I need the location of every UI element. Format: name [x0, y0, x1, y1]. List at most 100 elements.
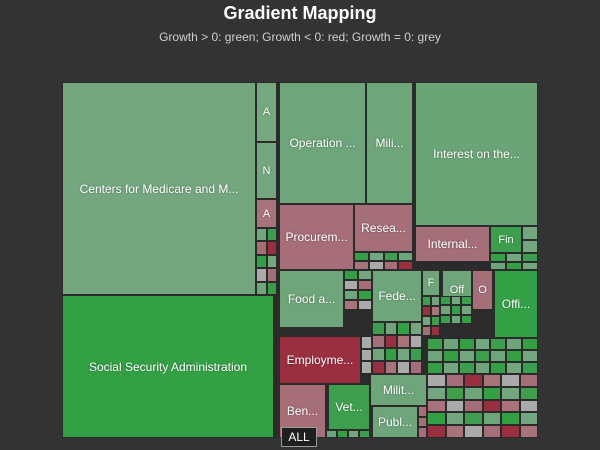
treemap-tile-small[interactable] [427, 425, 446, 438]
treemap-tile-small[interactable] [384, 335, 397, 348]
treemap-tile-small[interactable] [368, 261, 384, 270]
treemap-tile-small[interactable] [422, 306, 431, 316]
treemap-tile-small[interactable] [418, 406, 427, 417]
treemap-tile-small[interactable] [506, 261, 522, 270]
treemap-tile[interactable]: A [256, 199, 277, 228]
treemap-tile-small[interactable] [431, 296, 440, 306]
treemap-tile-small[interactable] [409, 322, 422, 335]
treemap-tile-small[interactable] [522, 362, 538, 374]
treemap-tile-small[interactable] [482, 374, 501, 387]
treemap-tile-small[interactable] [431, 326, 440, 336]
treemap-tile-small[interactable] [358, 270, 372, 280]
treemap-tile-small[interactable] [384, 348, 397, 361]
treemap-tile-small[interactable] [519, 412, 538, 426]
treemap-tile-small[interactable] [464, 399, 483, 413]
all-button[interactable]: ALL [281, 427, 317, 447]
treemap-tile-small[interactable] [474, 350, 491, 362]
treemap-tile-small[interactable] [422, 326, 431, 336]
treemap-tile-small[interactable] [445, 399, 464, 413]
treemap-tile-small[interactable] [458, 362, 475, 374]
treemap-tile-small[interactable] [427, 362, 443, 374]
treemap-tile-small[interactable] [519, 399, 538, 413]
treemap-tile[interactable]: F [422, 270, 440, 296]
treemap-tile-small[interactable] [474, 362, 491, 374]
treemap-tile-small[interactable] [422, 316, 431, 326]
treemap-tile-small[interactable] [490, 261, 506, 270]
treemap-tile-small[interactable] [445, 374, 464, 387]
treemap-tile[interactable]: Fin [490, 226, 522, 253]
treemap-tile-small[interactable] [482, 386, 501, 400]
treemap-tile[interactable]: Interest on the... [415, 82, 538, 226]
treemap-tile-small[interactable] [348, 430, 359, 438]
treemap-tile-small[interactable] [522, 239, 538, 253]
treemap-tile-small[interactable] [418, 427, 427, 438]
treemap-tile-small[interactable] [344, 280, 358, 290]
treemap-tile[interactable]: Internal... [415, 226, 490, 262]
treemap-tile-small[interactable] [431, 306, 440, 316]
treemap-tile-small[interactable] [474, 338, 491, 350]
treemap-tile[interactable]: O [472, 270, 493, 310]
treemap-tile-small[interactable] [409, 361, 422, 374]
treemap-tile-small[interactable] [256, 268, 267, 282]
treemap-tile-small[interactable] [384, 322, 397, 335]
treemap-tile-small[interactable] [358, 290, 372, 300]
treemap-tile-small[interactable] [344, 300, 358, 310]
treemap-tile-small[interactable] [383, 261, 399, 270]
treemap-tile-small[interactable] [427, 338, 443, 350]
treemap-tile-small[interactable] [482, 399, 501, 413]
treemap-tile-small[interactable] [440, 296, 451, 306]
treemap-tile-small[interactable] [266, 268, 277, 282]
treemap-tile-small[interactable] [522, 253, 538, 262]
treemap-tile-small[interactable] [256, 281, 267, 295]
treemap-tile[interactable]: Resea... [354, 204, 413, 252]
treemap-tile-small[interactable] [266, 241, 277, 255]
treemap-tile-small[interactable] [361, 348, 372, 362]
treemap-tile-small[interactable] [409, 335, 422, 348]
treemap-tile-small[interactable] [256, 228, 267, 242]
treemap-tile-small[interactable] [440, 314, 451, 324]
treemap-tile-small[interactable] [501, 412, 520, 426]
treemap-tile-small[interactable] [506, 350, 523, 362]
treemap-tile-small[interactable] [427, 399, 446, 413]
treemap-tile-small[interactable] [397, 361, 410, 374]
treemap-tile-small[interactable] [445, 412, 464, 426]
treemap-tile-small[interactable] [490, 362, 507, 374]
treemap-tile-small[interactable] [372, 348, 385, 361]
treemap-tile-small[interactable] [361, 361, 372, 374]
treemap-tile-small[interactable] [522, 350, 538, 362]
treemap-tile-small[interactable] [359, 430, 370, 438]
treemap-tile-small[interactable] [384, 361, 397, 374]
treemap-tile-small[interactable] [450, 314, 462, 324]
treemap-tile-small[interactable] [461, 314, 472, 324]
treemap-tile-small[interactable] [398, 261, 413, 270]
treemap-tile-small[interactable] [372, 361, 385, 374]
treemap-tile-small[interactable] [397, 335, 410, 348]
treemap-tile-small[interactable] [464, 386, 483, 400]
treemap-tile[interactable]: Employme... [279, 336, 361, 384]
treemap-tile-small[interactable] [427, 412, 446, 426]
treemap-tile-small[interactable] [427, 386, 446, 400]
treemap-tile[interactable]: Publ... [372, 406, 418, 438]
treemap-tile-small[interactable] [506, 362, 523, 374]
treemap-tile-small[interactable] [337, 430, 348, 438]
treemap-tile[interactable]: Social Security Administration [62, 295, 274, 438]
treemap-tile-small[interactable] [427, 350, 443, 362]
treemap-tile-small[interactable] [464, 425, 483, 438]
treemap-tile-small[interactable] [450, 296, 462, 306]
treemap-tile-small[interactable] [461, 305, 472, 315]
treemap-tile[interactable]: Mili... [366, 82, 413, 204]
treemap-tile-small[interactable] [445, 386, 464, 400]
treemap-tile-small[interactable] [358, 300, 372, 310]
treemap-tile[interactable]: Centers for Medicare and M... [62, 82, 256, 295]
treemap-tile[interactable]: Procurem... [279, 204, 354, 270]
treemap-tile-small[interactable] [442, 350, 459, 362]
treemap-tile-small[interactable] [344, 290, 358, 300]
treemap-tile-small[interactable] [397, 348, 410, 361]
treemap-tile-small[interactable] [482, 412, 501, 426]
treemap-tile-small[interactable] [501, 399, 520, 413]
treemap-tile[interactable]: Food a... [279, 270, 344, 328]
treemap-tile[interactable]: Milit... [370, 374, 427, 406]
treemap-tile-small[interactable] [427, 374, 446, 387]
treemap-tile-small[interactable] [519, 386, 538, 400]
treemap-tile-small[interactable] [361, 336, 372, 349]
